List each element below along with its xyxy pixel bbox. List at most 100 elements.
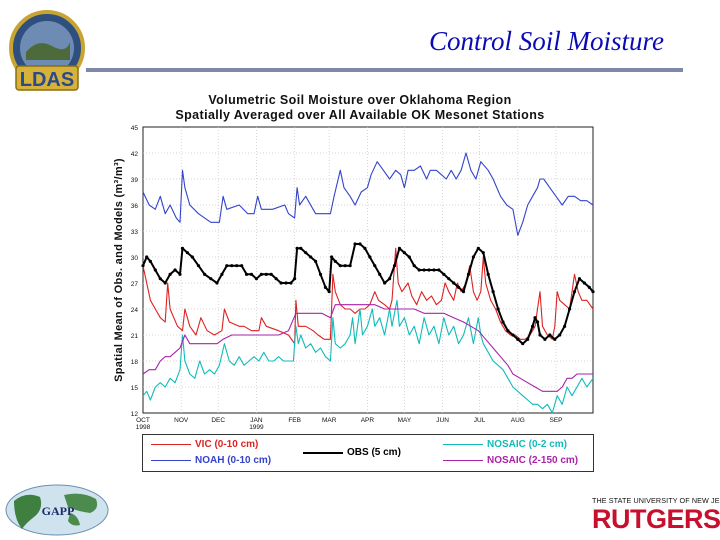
obs-point: [141, 264, 145, 268]
obs-point: [358, 242, 362, 246]
legend-label: OBS (5 cm): [347, 447, 401, 458]
legend-item: OBS (5 cm): [303, 447, 401, 458]
x-tick-label: NOV: [174, 417, 189, 424]
obs-point: [452, 281, 456, 285]
obs-point: [330, 255, 334, 259]
y-tick-label: 45: [131, 125, 139, 132]
y-tick-label: 33: [131, 229, 139, 236]
obs-point: [180, 246, 185, 250]
legend-label: NOAH (0-10 cm): [195, 455, 272, 466]
legend-swatch: [151, 460, 191, 461]
obs-point: [353, 242, 357, 246]
obs-point: [314, 259, 318, 263]
obs-point: [225, 264, 229, 268]
obs-point: [235, 264, 239, 268]
x-tick-label: AUG: [511, 417, 525, 424]
obs-point: [304, 251, 308, 255]
obs-point: [378, 272, 382, 276]
obs-point: [412, 264, 416, 268]
obs-point: [244, 272, 249, 276]
y-tick-label: 21: [131, 333, 139, 340]
obs-point: [274, 277, 278, 281]
obs-point: [264, 272, 268, 276]
obs-point: [293, 277, 297, 281]
obs-point: [591, 290, 595, 294]
obs-point: [190, 255, 194, 259]
gapp-logo-text: GAPP: [42, 504, 75, 518]
obs-point: [203, 272, 207, 276]
obs-point: [158, 277, 162, 281]
chart-subtitle: Spatially Averaged over All Available OK…: [175, 108, 545, 122]
obs-point: [383, 281, 387, 285]
y-tick-label: 24: [131, 307, 139, 314]
obs-point: [481, 251, 485, 255]
obs-point: [543, 337, 547, 341]
obs-point: [558, 333, 562, 337]
obs-point: [323, 285, 328, 289]
title-divider: [86, 68, 683, 72]
obs-point: [348, 264, 352, 268]
legend-label: VIC (0-10 cm): [195, 439, 259, 450]
legend-swatch: [443, 444, 483, 445]
obs-point: [538, 333, 542, 337]
obs-point: [220, 272, 224, 276]
y-tick-label: 42: [131, 151, 139, 158]
obs-point: [501, 320, 505, 324]
obs-point: [563, 324, 567, 328]
ldas-logo: LDAS: [9, 10, 85, 91]
obs-point: [392, 264, 397, 268]
obs-point: [289, 281, 293, 285]
obs-point: [427, 268, 431, 272]
legend-item: VIC (0-10 cm): [151, 439, 258, 450]
obs-point: [553, 337, 557, 341]
obs-point: [373, 264, 377, 268]
gapp-logo: GAPP: [5, 484, 109, 536]
obs-point: [432, 268, 436, 272]
obs-point: [417, 268, 421, 272]
legend-swatch: [443, 460, 483, 461]
y-tick-label: 18: [131, 359, 139, 366]
obs-point: [333, 259, 337, 263]
y-tick-label: 27: [131, 281, 139, 288]
obs-point: [572, 290, 577, 294]
obs-point: [209, 277, 213, 281]
x-tick-label: JUL: [474, 417, 486, 424]
x-tick-year: 1998: [136, 424, 151, 431]
obs-point: [249, 272, 254, 276]
obs-point: [185, 251, 189, 255]
legend-label: NOSAIC (0-2 cm): [487, 439, 568, 450]
obs-point: [496, 307, 500, 311]
legend-swatch: [303, 451, 343, 454]
obs-point: [516, 337, 520, 341]
obs-point: [338, 264, 342, 268]
obs-point: [442, 272, 446, 276]
series-line: [142, 299, 594, 414]
x-tick-label: SEP: [550, 417, 563, 424]
obs-point: [178, 272, 182, 276]
rutgers-tagline: THE STATE UNIVERSITY OF NEW JERSEY: [592, 496, 720, 505]
obs-point: [387, 277, 392, 281]
obs-point: [163, 281, 167, 285]
obs-point: [397, 246, 402, 250]
obs-point: [269, 272, 273, 276]
y-tick-label: 30: [131, 255, 139, 262]
obs-point: [582, 281, 586, 285]
obs-point: [299, 246, 303, 250]
obs-point: [548, 333, 552, 337]
obs-point: [461, 290, 466, 294]
obs-point: [447, 277, 451, 281]
obs-point: [491, 290, 495, 294]
x-tick-year: 1999: [249, 424, 264, 431]
obs-point: [506, 329, 510, 333]
chart-title: Volumetric Soil Moisture over Oklahoma R…: [208, 93, 512, 107]
obs-point: [587, 285, 591, 289]
obs-point: [567, 307, 572, 311]
obs-point: [215, 281, 219, 285]
obs-point: [577, 277, 582, 281]
obs-point: [437, 268, 441, 272]
obs-point: [343, 264, 347, 268]
x-tick-label: OCT: [136, 417, 150, 424]
legend-swatch: [151, 444, 191, 445]
obs-point: [259, 272, 263, 276]
obs-point: [526, 337, 530, 341]
